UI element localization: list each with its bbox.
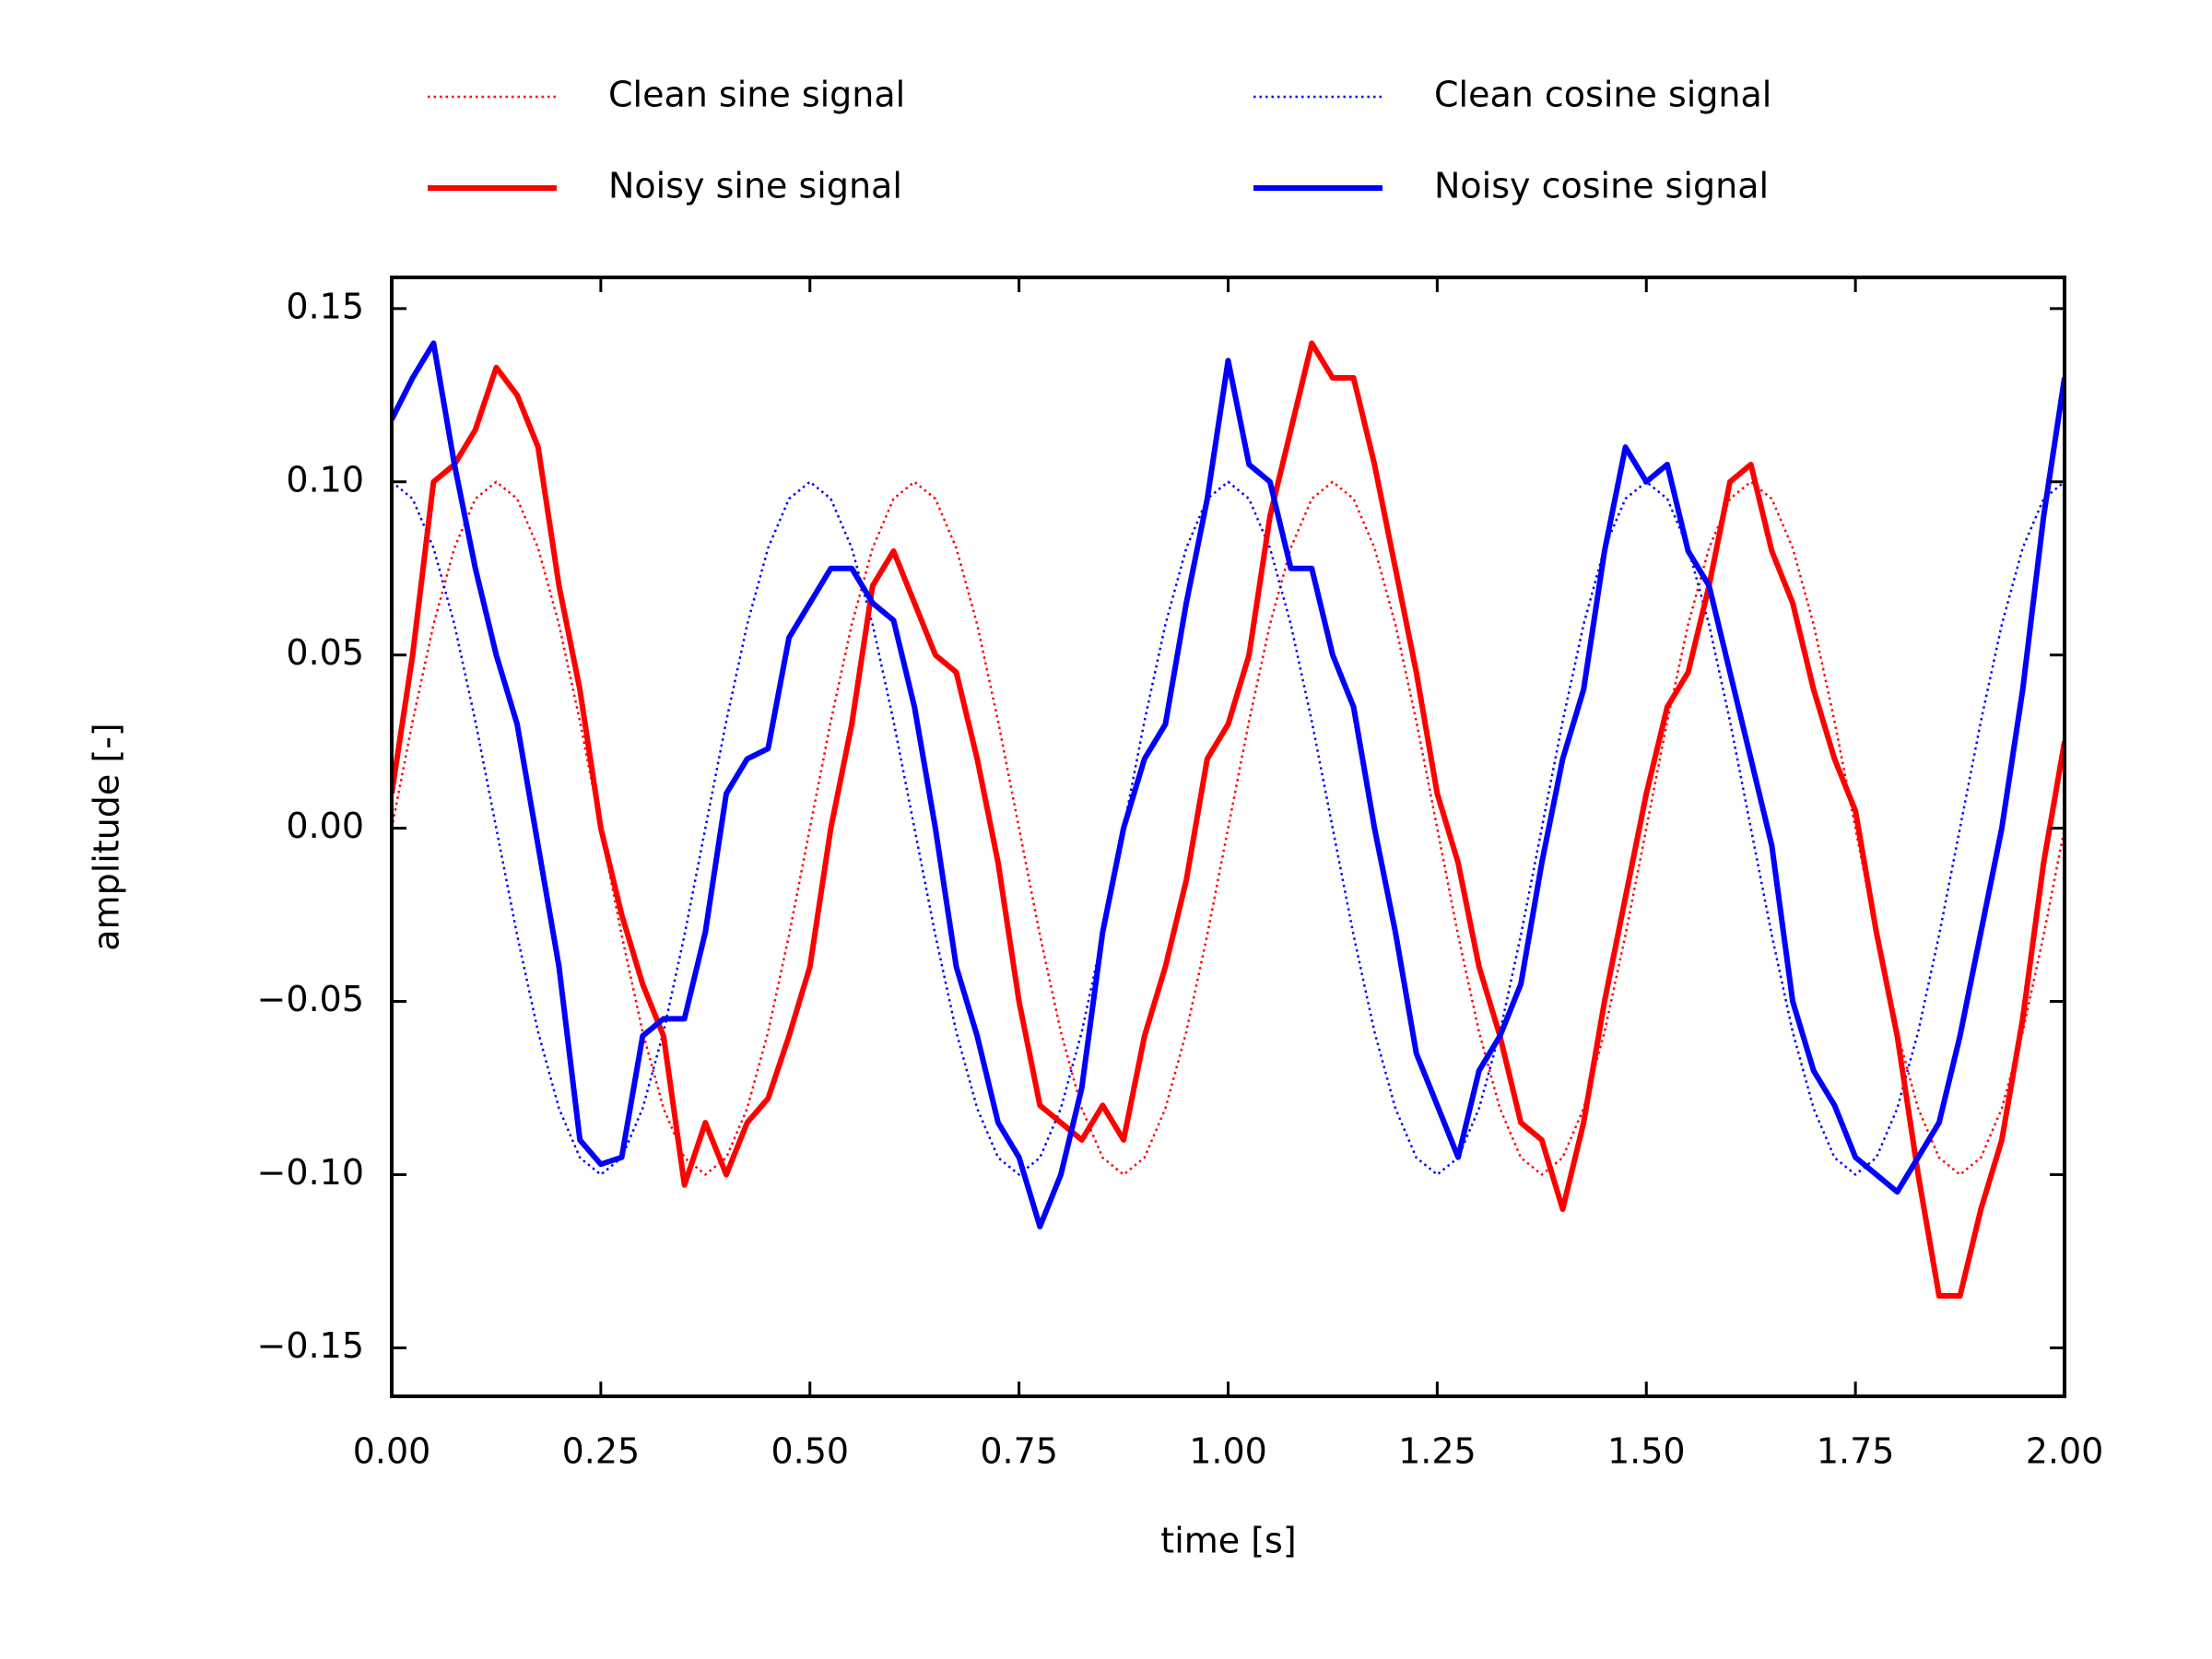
legend-label: Clean cosine signal <box>1434 75 1771 115</box>
x-axis-label: time [s] <box>1160 1521 1296 1561</box>
series-line <box>392 340 2065 1230</box>
y-tick-label: −0.05 <box>257 979 364 1019</box>
y-tick-label: 0.00 <box>286 806 364 846</box>
axes-frame <box>390 276 2066 1398</box>
legend-label: Clean sine signal <box>608 75 905 115</box>
x-tick-label: 1.25 <box>1398 1431 1477 1472</box>
y-axis-label: amplitude [-] <box>87 723 127 950</box>
x-tick-label: 0.25 <box>562 1431 641 1472</box>
x-tick-label: 1.50 <box>1607 1431 1686 1472</box>
y-tick-label: −0.10 <box>257 1152 364 1193</box>
plot-area <box>392 340 2065 1299</box>
y-tick-label: 0.15 <box>286 286 364 326</box>
x-tick-label: 2.00 <box>2026 1431 2104 1472</box>
legend-label: Noisy cosine signal <box>1434 166 1769 206</box>
series-line <box>392 480 2065 1176</box>
series-line <box>392 480 2065 1176</box>
x-tick-label: 0.00 <box>353 1431 431 1472</box>
y-tick-label: −0.15 <box>257 1325 364 1366</box>
legend-label: Noisy sine signal <box>608 166 902 206</box>
x-tick-label: 0.75 <box>980 1431 1058 1472</box>
x-tick-label: 0.50 <box>771 1431 849 1472</box>
y-tick-label: 0.05 <box>286 632 364 673</box>
x-tick-label: 1.75 <box>1817 1431 1895 1472</box>
x-tick-label: 1.00 <box>1189 1431 1267 1472</box>
series-line <box>392 340 2065 1299</box>
y-tick-label: 0.10 <box>286 459 364 500</box>
